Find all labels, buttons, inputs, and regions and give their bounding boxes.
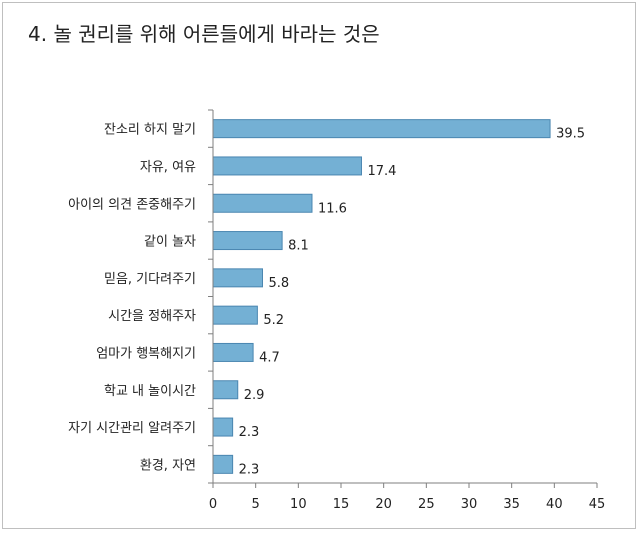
category-label-2: 자유, 여유 [140, 160, 196, 175]
category-label-6: 시간을 정해주자 [108, 309, 196, 324]
chart-frame [2, 2, 636, 529]
value-label-1: 39.5 [556, 127, 585, 142]
value-label-10: 2.3 [239, 462, 260, 477]
bar-7 [212, 342, 254, 362]
category-label-5: 믿음, 기다려주기 [104, 272, 196, 287]
bar-2 [212, 156, 362, 176]
category-label-4: 같이 놀자 [144, 235, 196, 250]
x-tick-label-25: 25 [418, 497, 435, 512]
value-label-6: 5.2 [263, 313, 284, 328]
x-tick-label-15: 15 [333, 497, 350, 512]
bar-4 [212, 231, 283, 251]
bar-5 [212, 268, 263, 288]
x-tick-label-45: 45 [589, 497, 606, 512]
category-label-10: 환경, 자연 [140, 458, 196, 473]
bar-1 [212, 119, 551, 139]
category-label-8: 학교 내 놀이시간 [104, 384, 196, 399]
x-tick-label-40: 40 [546, 497, 563, 512]
chart-title: 4. 놀 권리를 위해 어른들에게 바라는 것은 [28, 22, 380, 46]
x-tick-label-30: 30 [461, 497, 478, 512]
axes-group: 0 5 10 15 20 25 30 35 40 45 [208, 109, 606, 512]
value-label-8: 2.9 [244, 388, 265, 403]
bar-9 [212, 417, 234, 437]
value-label-4: 8.1 [288, 239, 309, 254]
bar-6 [212, 305, 258, 325]
value-label-9: 2.3 [239, 425, 260, 440]
value-label-3: 11.6 [318, 201, 347, 216]
x-tick-label-20: 20 [375, 497, 392, 512]
value-label-2: 17.4 [367, 164, 396, 179]
x-tick-label-5: 5 [252, 497, 260, 512]
bars-group: 잔소리 하지 말기 39.5 자유, 여유 17.4 아이의 의견 존중해주기 11.6 같… [68, 119, 585, 477]
value-label-7: 4.7 [259, 350, 280, 365]
category-label-3: 아이의 의견 존중해주기 [68, 197, 196, 212]
x-tick-label-0: 0 [209, 497, 217, 512]
bar-10 [212, 454, 234, 474]
bar-8 [212, 380, 239, 400]
category-label-9: 자기 시간관리 알려주기 [68, 421, 196, 436]
x-tick-label-10: 10 [290, 497, 307, 512]
bar-3 [212, 193, 313, 213]
value-label-5: 5.8 [268, 276, 289, 291]
x-tick-label-35: 35 [503, 497, 520, 512]
category-label-1: 잔소리 하지 말기 [104, 123, 196, 138]
category-label-7: 엄마가 행복해지기 [96, 345, 196, 361]
